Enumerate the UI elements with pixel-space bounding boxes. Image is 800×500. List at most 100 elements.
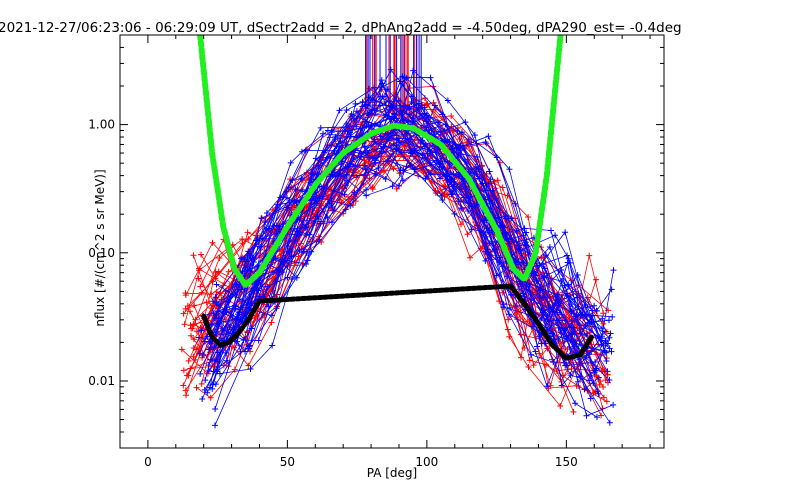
series-red-marker-15-0 (193, 384, 200, 391)
series-blue-marker-42-2 (246, 342, 253, 349)
series-blue-marker-44-8 (421, 110, 428, 117)
series-blue-marker-8-14 (581, 386, 588, 393)
series-blue-marker-42-11 (424, 150, 431, 157)
series-blue-marker-39-3 (269, 222, 276, 229)
series-blue-marker-26-5 (341, 191, 348, 198)
series-blue-marker-37-15 (565, 255, 572, 262)
y-tick-label: 1.00 (88, 118, 115, 132)
series-blue-marker-21-12 (497, 254, 504, 261)
series-blue-marker-29-4 (317, 154, 324, 161)
series-red-marker-32-2 (212, 269, 219, 276)
series-blue-marker-35-16 (564, 290, 571, 297)
series-red-marker-18-18 (593, 276, 600, 283)
series-blue-marker-37-3 (254, 281, 261, 288)
series-blue-marker-45-0 (211, 357, 218, 364)
series-red-marker-1-0 (198, 380, 205, 387)
series-blue-marker-28-12 (450, 183, 457, 190)
series-blue-marker-11-13 (527, 351, 534, 358)
series-blue-marker-33-10 (473, 168, 480, 175)
series-blue-marker-44-9 (454, 127, 461, 134)
series-blue-marker-31-3 (286, 238, 293, 245)
series-black-fit-3 (201, 283, 594, 362)
series-blue-marker-43-14 (543, 270, 550, 277)
series-blue-marker-45-4 (302, 224, 309, 231)
series-blue-marker-41-15 (565, 281, 572, 288)
series-red-marker-31-0 (185, 357, 192, 364)
y-axis-label: nflux [#/(cm^2 s sr MeV)] (93, 169, 107, 326)
series-red-marker-21-0 (180, 382, 187, 389)
series-blue-marker-36-4 (317, 124, 324, 131)
series-blue-marker-2-17 (606, 419, 613, 426)
series-blue-marker-41-2 (265, 225, 272, 232)
series-blue-marker-39-4 (292, 186, 299, 193)
series-blue-marker-37-1 (223, 308, 230, 315)
series-red-marker-22-1 (198, 289, 205, 296)
series-blue-marker-0-16 (603, 358, 610, 365)
series-blue-marker-16-0 (205, 362, 212, 369)
series-blue-marker-4-15 (558, 382, 565, 389)
series-blue-marker-41-17 (608, 286, 615, 293)
series-red-marker-18-11 (430, 99, 437, 106)
series-red-marker-9-0 (187, 332, 194, 339)
series-blue-marker-32-7 (372, 157, 379, 164)
series-blue-marker-38-4 (277, 194, 284, 201)
series-blue-marker-3-16 (599, 325, 606, 332)
series-blue-marker-15-0 (196, 350, 203, 357)
series-blue-marker-22-14 (544, 383, 551, 390)
series-blue-marker-40-15 (568, 324, 575, 331)
series-red-marker-33-0 (186, 308, 193, 315)
series-red-marker-28-0 (182, 305, 189, 312)
series-blue-marker-2-5 (328, 219, 335, 226)
series-blue-marker-41-8 (387, 66, 394, 73)
series-blue-marker-37-12 (486, 168, 493, 175)
series-blue-marker-22-16 (583, 412, 590, 419)
axes: 0 50 100 150 0.01 0.10 1.00 (88, 34, 664, 469)
series-blue-marker-26-14 (557, 329, 564, 336)
series-blue-marker-13-7 (353, 134, 360, 141)
series-blue-marker-45-2 (256, 293, 263, 300)
series-blue-marker-8-15 (595, 374, 602, 381)
series-blue-marker-31-8 (407, 146, 414, 153)
series-blue-marker-12-1 (245, 345, 252, 352)
x-tick-label: 150 (555, 455, 578, 469)
series-blue-marker-35-7 (352, 100, 359, 107)
series-blue-marker-34-4 (308, 170, 315, 177)
series-blue-marker-12-3 (296, 247, 303, 254)
series-blue-marker-28-13 (468, 226, 475, 233)
series-blue-marker-13-0 (202, 377, 209, 384)
series-blue-marker-34-7 (377, 133, 384, 140)
series-blue-marker-4-8 (423, 173, 430, 180)
series-red-marker-13-2 (239, 236, 246, 243)
series-blue-trace-1-21 (215, 136, 587, 385)
series-blue-marker-43-13 (508, 215, 515, 222)
series-red-marker-11-5 (295, 253, 302, 260)
series-blue-marker-42-0 (206, 346, 213, 353)
series-blue-marker-15-5 (306, 231, 313, 238)
series-blue-marker-36-17 (602, 337, 609, 344)
series-blue-marker-28-17 (572, 400, 579, 407)
series-blue-marker-43-12 (483, 183, 490, 190)
series-blue-marker-35-5 (307, 179, 314, 186)
series-blue-marker-21-15 (583, 354, 590, 361)
series-blue-marker-37-14 (552, 232, 559, 239)
series-blue-marker-40-14 (537, 283, 544, 290)
series-blue-marker-3-14 (562, 229, 569, 236)
series-blue-marker-28-9 (384, 157, 391, 164)
series-blue-marker-22-7 (363, 192, 370, 199)
series-blue-marker-27-4 (299, 186, 306, 193)
series-blue-marker-2-9 (439, 197, 446, 204)
series-blue-trace-1-31 (218, 99, 610, 342)
series-blue-trace-1-36 (218, 79, 606, 342)
series-blue-marker-31-17 (606, 334, 613, 341)
series-blue-marker-9-11 (493, 154, 500, 161)
series-blue-marker-28-11 (434, 146, 441, 153)
series-blue-marker-43-16 (609, 313, 616, 320)
series-blue-marker-17-5 (336, 107, 343, 114)
series-red-marker-25-1 (209, 239, 216, 246)
series-blue-marker-43-15 (579, 311, 586, 318)
series-blue-marker-45-5 (328, 171, 335, 178)
series-blue-marker-25-0 (205, 367, 212, 374)
data-layer (178, 35, 617, 429)
series-blue-marker-33-2 (258, 215, 265, 222)
series-blue-marker-30-13 (539, 294, 546, 301)
